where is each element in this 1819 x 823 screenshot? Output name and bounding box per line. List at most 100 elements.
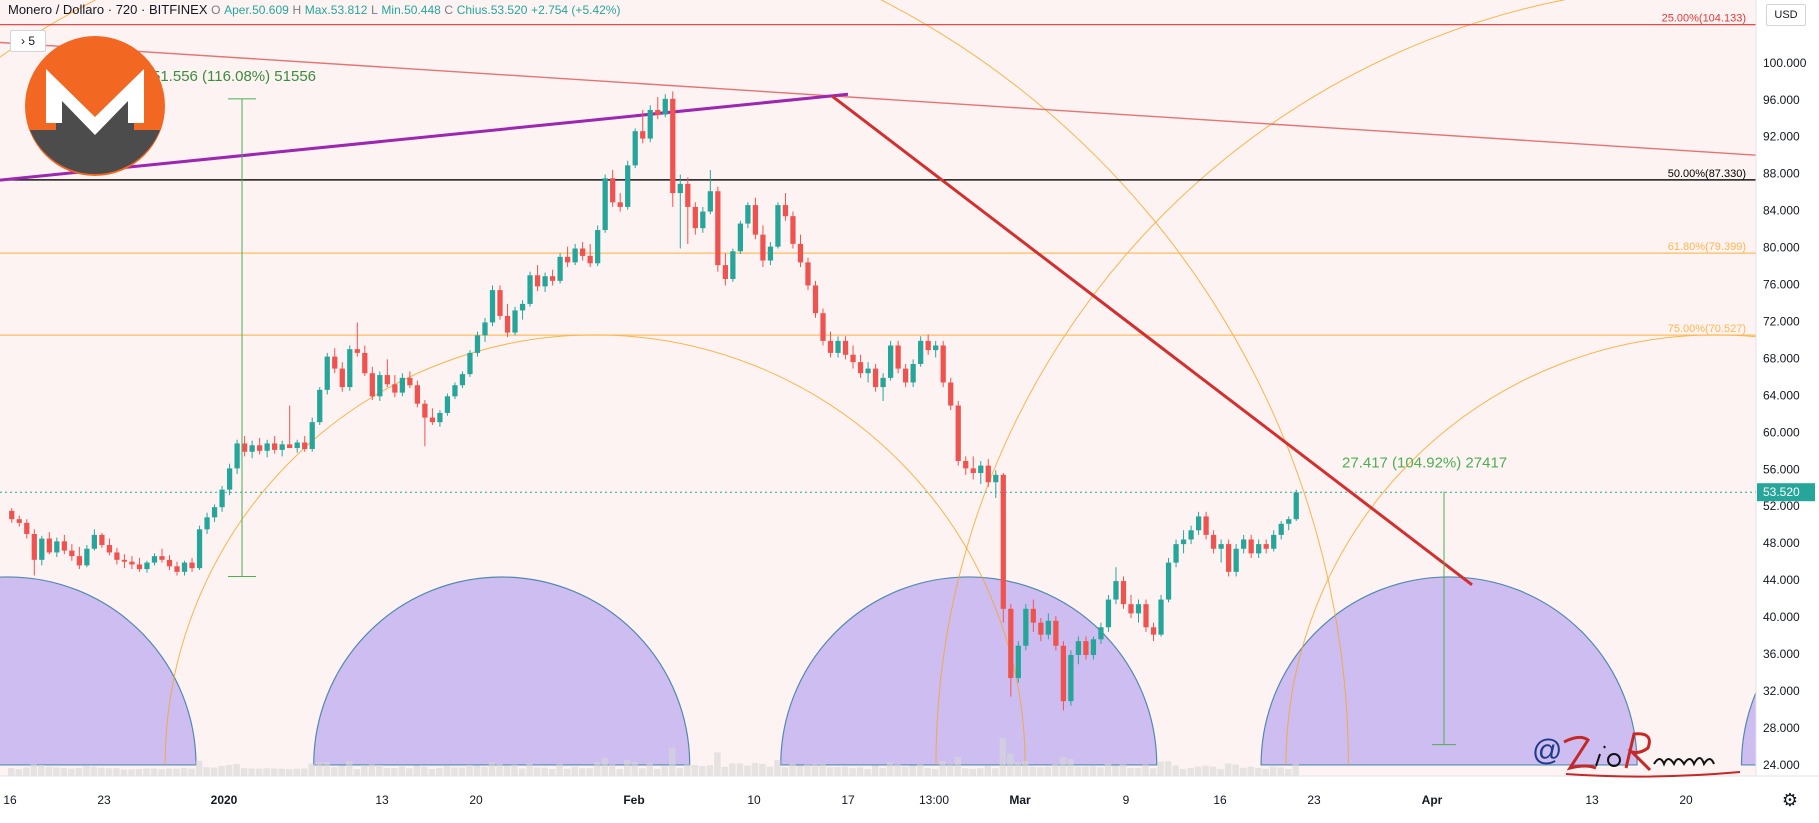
exchange-name: BITFINEX <box>149 2 208 17</box>
candle-body <box>707 191 713 212</box>
volume-bar <box>60 767 68 776</box>
price-tick-label: 32.000 <box>1763 684 1800 698</box>
candle-body <box>219 489 225 508</box>
volume-bar <box>984 766 992 776</box>
candle-body <box>407 377 413 386</box>
fib-arcs-fill <box>0 0 1756 776</box>
candle-body <box>39 538 45 560</box>
candle-body <box>497 290 503 316</box>
currency-button[interactable]: USD <box>1766 4 1806 26</box>
volume-bar <box>924 767 931 776</box>
monero-logo <box>25 36 165 176</box>
volume-bar <box>496 763 503 776</box>
volume-bar <box>361 765 368 776</box>
candle-body <box>1226 544 1232 572</box>
volume-bar <box>315 762 323 776</box>
volume-bar <box>248 768 255 776</box>
price-tick-label: 28.000 <box>1763 721 1800 735</box>
volume-bar <box>781 767 789 776</box>
candle-body <box>129 561 135 565</box>
volume-bar <box>503 766 511 776</box>
candle-body <box>226 468 233 490</box>
price-tick-label: 24.000 <box>1763 758 1800 772</box>
volume-bar <box>195 760 203 776</box>
volume-bar <box>992 768 999 776</box>
interval-collapse-button[interactable]: › 5 <box>10 30 46 52</box>
volume-bar <box>1292 763 1299 776</box>
candle-body <box>722 265 728 279</box>
time-tick-label: Apr <box>1422 793 1443 807</box>
volume-bar <box>383 767 391 776</box>
candle-body <box>572 248 578 263</box>
volume-bar <box>1022 761 1029 776</box>
volume-bar <box>225 764 233 776</box>
candle-body <box>827 340 834 353</box>
gear-icon[interactable]: ⚙ <box>1781 790 1799 810</box>
candle-body <box>324 356 330 390</box>
candle-body <box>279 444 285 450</box>
volume-bar <box>834 767 841 776</box>
volume-bar <box>796 765 804 776</box>
candle-body <box>1083 641 1089 655</box>
volume-bar <box>406 768 413 776</box>
candle-body <box>1150 627 1157 635</box>
volume-bar <box>128 769 135 776</box>
dome-arc <box>1260 576 1638 766</box>
candle-body <box>1188 530 1194 540</box>
volume-bar <box>473 765 481 776</box>
volume-bar <box>233 764 240 776</box>
price-tick-label: 76.000 <box>1763 278 1800 292</box>
candle-body <box>504 315 511 333</box>
candle-body <box>166 559 173 567</box>
price-tick-label: 84.000 <box>1763 204 1800 218</box>
close-label: C <box>444 3 454 17</box>
time-tick-label: 20 <box>469 793 483 807</box>
candle-body <box>767 246 774 261</box>
volume-bar <box>721 766 729 776</box>
candle-body <box>377 375 383 397</box>
volume-bar <box>120 769 128 776</box>
candle-body <box>925 340 931 351</box>
volume-bar <box>1142 764 1149 776</box>
volume-bar <box>661 766 669 776</box>
candle-body <box>610 178 616 203</box>
candle-body <box>940 345 946 383</box>
signature-at: @ <box>1532 734 1562 767</box>
candles-group <box>9 91 1299 711</box>
candle-body <box>512 310 518 333</box>
candle-body <box>549 276 556 281</box>
volume-bar <box>691 764 699 776</box>
candle-body <box>69 550 75 557</box>
volume-bar <box>954 756 961 776</box>
volume-bar <box>488 762 496 776</box>
open-label: O <box>211 3 221 17</box>
time-tick-label: 20 <box>1679 793 1693 807</box>
price-axis[interactable]: 100.000 96.000 92.000 88.000 84.000 80.000 76.… <box>1757 56 1815 772</box>
time-arc <box>0 0 1349 765</box>
price-tick-label: 72.000 <box>1763 314 1800 328</box>
volume-bar <box>856 767 864 776</box>
purple-trend-line <box>0 92 849 182</box>
volume-bar <box>541 767 548 776</box>
volume-bar <box>353 769 361 776</box>
price-tick-label: 88.000 <box>1763 167 1800 181</box>
volume-bar <box>1284 768 1292 776</box>
symbol-name[interactable]: Monero / Dollaro <box>8 2 105 17</box>
price-tick-label: 36.000 <box>1763 647 1800 661</box>
candle-body <box>489 290 496 323</box>
candle-body <box>1165 562 1172 600</box>
time-axis[interactable]: 16 23 2020 13 20 Feb 10 17 13:00 Mar 9 16 23 Apr 13 20 <box>3 793 1693 807</box>
candle-body <box>46 538 52 553</box>
interval-value: 720 <box>115 2 138 17</box>
volume-bar <box>1164 761 1172 776</box>
dome-arc <box>0 576 197 766</box>
candle-body <box>414 385 421 404</box>
candle-body <box>272 443 278 450</box>
price-tick-label: 56.000 <box>1763 462 1800 476</box>
candle-body <box>287 444 293 449</box>
candle-body <box>715 191 721 266</box>
volume-bar <box>376 764 383 776</box>
volume-bar <box>1082 766 1089 776</box>
volume-bar <box>293 768 300 776</box>
